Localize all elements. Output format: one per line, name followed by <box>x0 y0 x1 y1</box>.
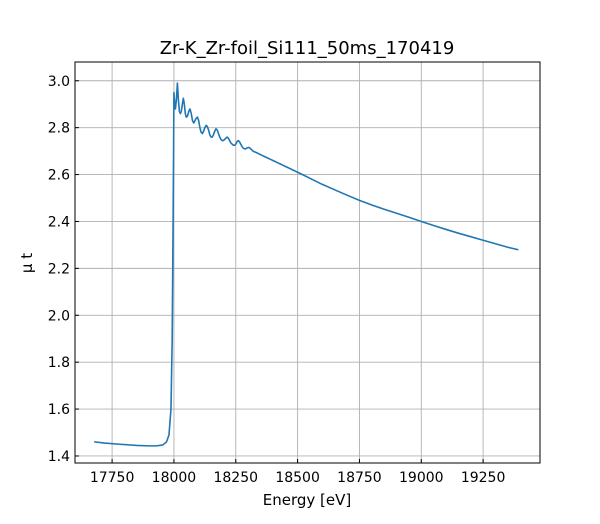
y-tick-label: 2.2 <box>48 261 70 277</box>
x-axis-label: Energy [eV] <box>263 491 351 509</box>
grid <box>75 62 540 463</box>
x-tick-label: 17750 <box>90 470 135 486</box>
series-layer <box>93 82 519 447</box>
x-tick-label: 19000 <box>399 470 444 486</box>
y-tick-label: 1.4 <box>48 449 70 465</box>
series-line <box>93 82 519 447</box>
x-tick-label: 18000 <box>152 470 197 486</box>
y-tick-label: 2.4 <box>48 214 70 230</box>
y-tick-label: 1.6 <box>48 402 70 418</box>
y-tick-label: 2.0 <box>48 308 70 324</box>
x-tick-label: 18750 <box>337 470 382 486</box>
x-tick-label: 18250 <box>213 470 258 486</box>
x-tick-label: 19250 <box>461 470 506 486</box>
plot-frame <box>74 61 541 464</box>
y-tick-label: 2.8 <box>48 121 70 137</box>
y-tick-label: 3.0 <box>48 74 70 90</box>
y-tick-label: 2.6 <box>48 168 70 184</box>
y-axis-label: μ t <box>18 253 36 273</box>
chart-title: Zr-K_Zr-foil_Si111_50ms_170419 <box>160 38 455 59</box>
x-axis-ticks: 17750 18000 18250 18500 18750 19000 19250 <box>90 459 506 486</box>
x-tick-label: 18500 <box>275 470 320 486</box>
y-tick-label: 1.8 <box>48 355 70 371</box>
y-axis-ticks: 1.4 1.6 1.8 2.0 2.2 2.4 2.6 2.8 3.0 <box>48 74 79 465</box>
